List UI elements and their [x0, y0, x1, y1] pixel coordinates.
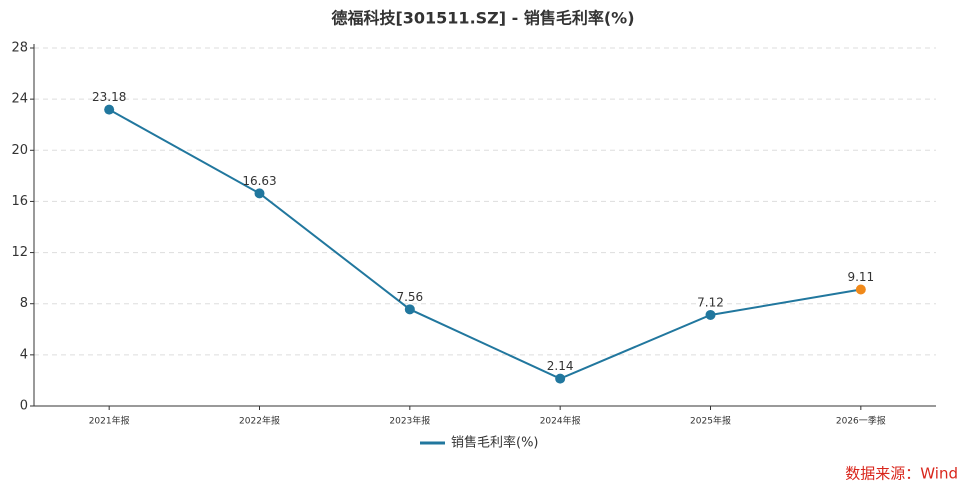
data-point [404, 304, 415, 315]
data-label: 9.11 [847, 270, 874, 284]
chart-title: 德福科技[301511.SZ] - 销售毛利率(%) [331, 9, 634, 28]
legend-label: 销售毛利率(%) [451, 435, 539, 451]
data-label: 7.12 [697, 295, 724, 309]
y-tick-label: 0 [20, 399, 28, 414]
y-tick-label: 20 [11, 143, 28, 158]
data-label: 7.56 [396, 290, 423, 304]
x-tick-label: 2021年报 [89, 415, 130, 427]
data-point [254, 188, 265, 199]
x-tick-label: 2023年报 [389, 415, 430, 427]
data-point [555, 373, 566, 384]
data-point [104, 104, 115, 115]
y-tick-label: 24 [11, 92, 28, 107]
data-point [855, 284, 866, 295]
series-line [108, 108, 861, 380]
data-label: 16.63 [242, 174, 276, 188]
data-label: 2.14 [547, 359, 574, 373]
data-label: 23.18 [92, 90, 126, 104]
y-tick-label: 12 [11, 245, 28, 260]
x-tick-label: 2024年报 [540, 415, 581, 427]
x-tick-label: 2025年报 [690, 415, 731, 427]
y-tick-label: 28 [11, 41, 28, 56]
source-note: 数据来源：Wind [845, 465, 958, 483]
data-point [705, 309, 716, 320]
y-tick-label: 4 [20, 347, 28, 362]
x-tick-label: 2022年报 [239, 415, 280, 427]
y-tick-label: 8 [20, 296, 28, 311]
y-tick-label: 16 [11, 194, 28, 209]
x-tick-label: 2026一季报 [836, 415, 886, 427]
